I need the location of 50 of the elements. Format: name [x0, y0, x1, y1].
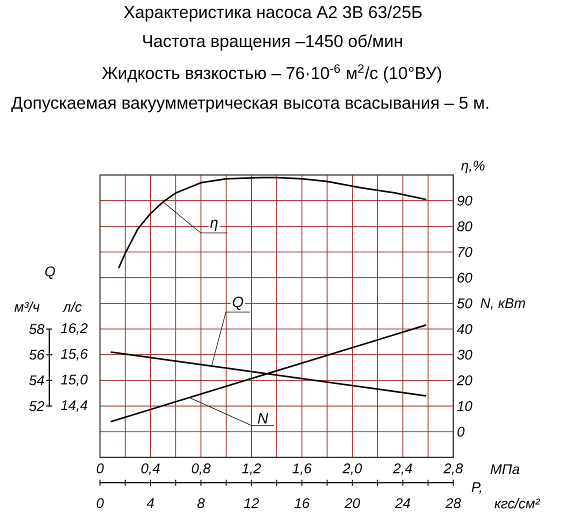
x2-tick-label: 28 — [445, 498, 461, 508]
y2-tick-label: 20 — [456, 375, 472, 386]
text: Жидкость вязкостью – 76·10$^{-6}$ м$^{2}$/с (10°ВУ) — [102, 64, 442, 83]
text: η — [210, 220, 218, 231]
y2-tick-label: 50 — [457, 298, 472, 308]
x2-tick-label: 16 — [294, 498, 310, 508]
text: N, кВт — [480, 298, 526, 310]
y3-tick-label: 14,4 — [60, 400, 88, 412]
x-tick-label: 0,4 — [141, 463, 160, 475]
y-tick-label: 56 — [29, 350, 44, 360]
y3-tick-label: 15,6 — [60, 348, 88, 360]
x2-tick-label: 8 — [197, 498, 205, 508]
x2-tick-label: 20 — [344, 498, 360, 508]
x2-tick-label: 12 — [244, 498, 260, 508]
chart-subtitle: Частота вращения –1450 об/мин — [143, 34, 402, 51]
y-tick-label: 58 — [29, 324, 44, 334]
x-tick-label: 0,8 — [192, 463, 211, 475]
y3-tick-label: 16,2 — [60, 323, 88, 335]
x-tick-label: 2,8 — [443, 463, 463, 475]
y-axis-title: Q — [45, 266, 55, 279]
y2-tick-label: 40 — [456, 324, 472, 334]
x2-axis-title: кгс/см² — [494, 498, 540, 508]
x-axis-title: МПа — [490, 464, 520, 474]
y-tick-label: 52 — [29, 401, 44, 412]
x-tick-label: 1,2 — [242, 463, 261, 475]
x-tick-label: 0 — [96, 463, 104, 474]
y2-tick-label: 60 — [458, 272, 472, 283]
x-tick-label: 2,0 — [342, 463, 362, 475]
y2-tick-label: 10 — [457, 401, 472, 412]
text: Допускаемая вакуумметрическая высота всасывания – 5 м. — [11, 96, 488, 112]
y3-axis-title: л/с — [62, 302, 82, 312]
text: N — [258, 413, 268, 424]
y3-tick-label: 15,0 — [60, 374, 88, 386]
y2-axis-title: η,% — [461, 160, 484, 174]
text: P, — [472, 482, 482, 494]
y2-tick-label: 80 — [457, 221, 472, 232]
y2-tick-label: 30 — [457, 350, 472, 360]
y2-tick-label: 90 — [457, 196, 472, 206]
y2-tick-label: 0 — [457, 426, 465, 437]
text: Q — [232, 296, 244, 310]
x-tick-label: 1,6 — [292, 463, 312, 475]
chart-title: Характеристика насоса А2 3В 63/25Б — [124, 6, 422, 22]
y2-tick-label: 70 — [458, 247, 472, 257]
x2-tick-label: 0 — [96, 498, 104, 508]
line-series — [118, 176, 426, 268]
x2-tick-label: 24 — [394, 498, 410, 508]
text: м³/ч — [14, 302, 40, 312]
x2-tick-label: 4 — [146, 498, 154, 508]
y-tick-label: 54 — [29, 376, 44, 386]
x-tick-label: 2,4 — [393, 463, 412, 475]
